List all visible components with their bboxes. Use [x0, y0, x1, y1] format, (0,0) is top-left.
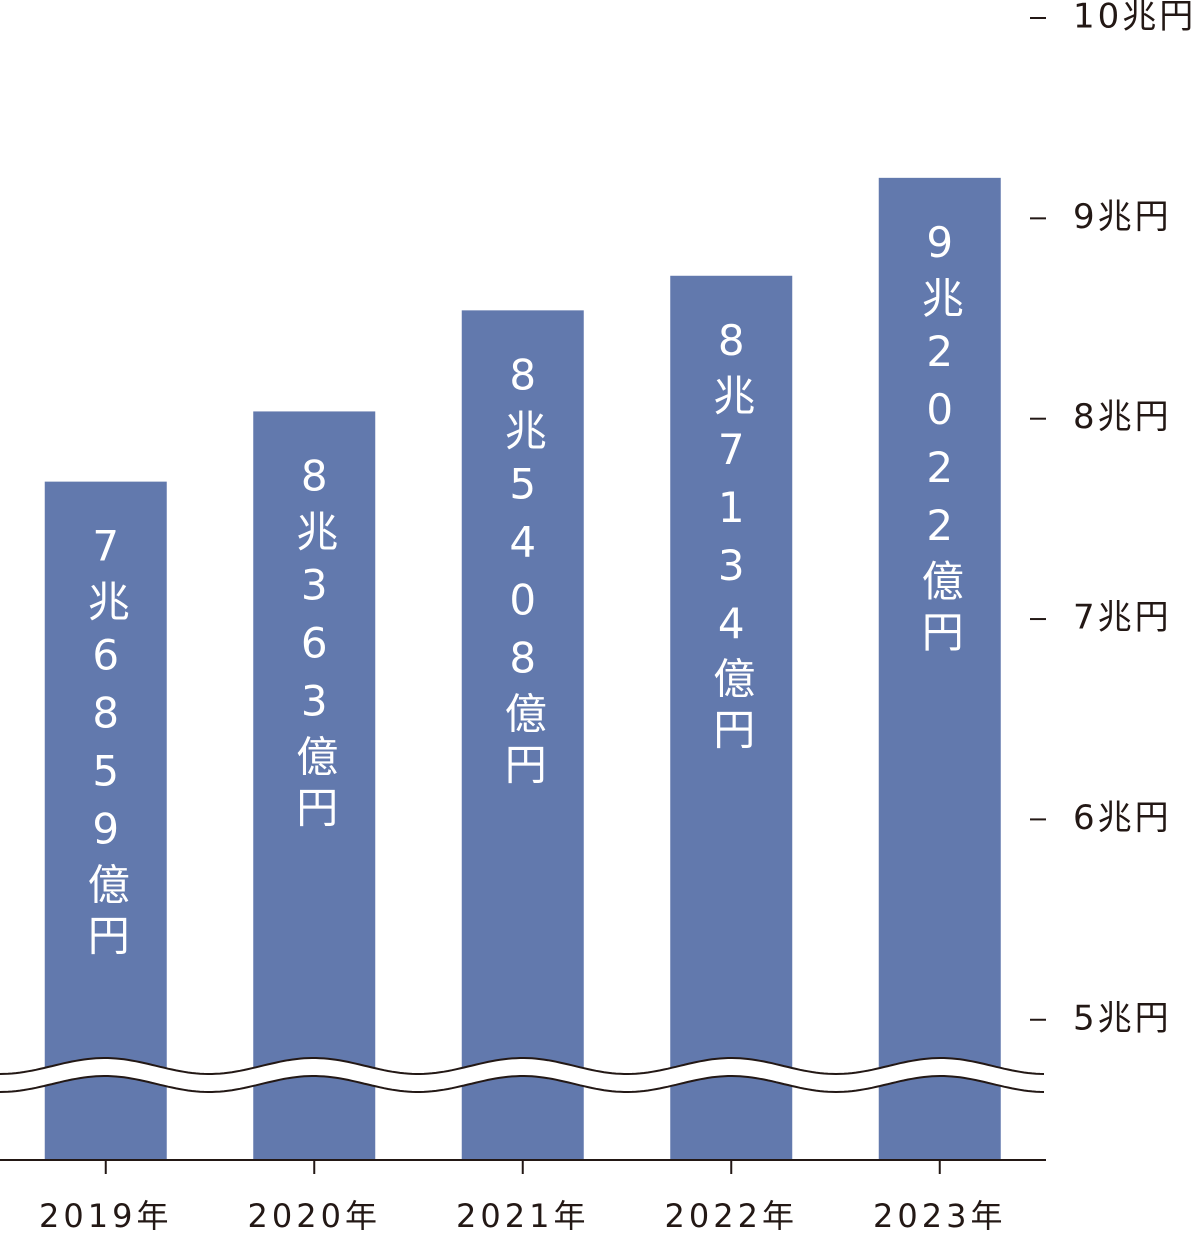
bar: [878, 177, 1001, 1160]
y-tick-label: 5兆円: [1073, 998, 1172, 1038]
x-tick-label: 2022年: [665, 1197, 798, 1234]
value-label: 9兆2022億円: [915, 218, 964, 661]
value-label: 8兆363億円: [290, 451, 339, 836]
bar: [670, 275, 793, 1160]
y-tick-label: 9兆円: [1073, 197, 1172, 237]
y-tick-label: 10兆円: [1073, 0, 1196, 37]
value-label: 8兆5408億円: [498, 350, 547, 793]
x-tick-label: 2020年: [248, 1197, 381, 1234]
x-tick-label: 2023年: [873, 1197, 1006, 1234]
bar: [253, 411, 376, 1160]
y-tick-label: 7兆円: [1073, 598, 1172, 638]
x-tick-label: 2019年: [39, 1197, 172, 1234]
y-tick-label: 6兆円: [1073, 798, 1172, 838]
bar: [44, 481, 167, 1160]
bar: [461, 310, 584, 1160]
axis-break-line: [0, 1057, 1045, 1076]
value-label: 8兆7134億円: [707, 316, 756, 759]
y-tick-label: 8兆円: [1073, 397, 1172, 437]
x-tick-label: 2021年: [456, 1197, 589, 1234]
value-label: 7兆6859億円: [81, 522, 130, 965]
axis-break-line: [0, 1075, 1045, 1094]
